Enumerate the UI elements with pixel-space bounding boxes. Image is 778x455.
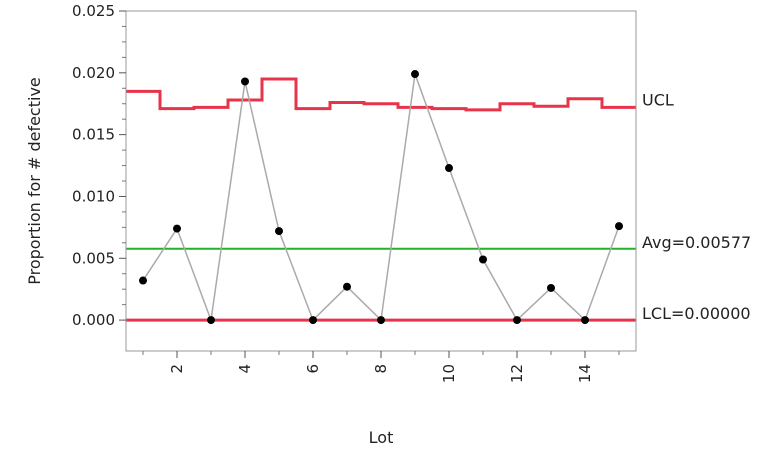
data-point bbox=[241, 77, 249, 86]
limit-labels-layer: UCL Avg=0.00577 LCL=0.00000 bbox=[642, 90, 751, 323]
data-point bbox=[343, 282, 351, 291]
average-label: Avg=0.00577 bbox=[642, 233, 751, 252]
data-point bbox=[411, 70, 419, 79]
control-limits-layer bbox=[126, 77, 636, 322]
data-point bbox=[377, 316, 385, 325]
series-layer bbox=[139, 70, 623, 325]
axes-layer: 0.000 0.005 0.010 0.015 0.020 0.025 2 4 6 8 10 12 14 bbox=[72, 2, 620, 383]
x-tick-label: 6 bbox=[304, 364, 322, 374]
ucl-label: UCL bbox=[642, 90, 674, 109]
x-tick-label: 10 bbox=[440, 364, 458, 383]
y-tick-label: 0.010 bbox=[72, 187, 115, 205]
y-tick-label: 0.000 bbox=[72, 311, 115, 329]
x-axis-title: Lot bbox=[369, 428, 394, 447]
series-line bbox=[142, 73, 620, 322]
y-axis-title: Proportion for # defective bbox=[25, 77, 44, 285]
data-point bbox=[581, 316, 589, 325]
data-point bbox=[275, 227, 283, 236]
x-tick-label: 14 bbox=[576, 364, 594, 383]
data-point bbox=[513, 316, 521, 325]
lcl-label: LCL=0.00000 bbox=[642, 304, 751, 323]
data-point bbox=[615, 222, 623, 231]
y-tick-label: 0.020 bbox=[72, 64, 115, 82]
plot-frame bbox=[125, 10, 637, 352]
x-tick-label: 4 bbox=[236, 364, 254, 374]
y-tick-label: 0.025 bbox=[72, 2, 115, 20]
data-point bbox=[547, 283, 555, 292]
y-tick-label: 0.015 bbox=[72, 126, 115, 144]
data-point bbox=[479, 255, 487, 264]
data-point bbox=[445, 164, 453, 173]
x-tick-label: 12 bbox=[508, 364, 526, 383]
data-point bbox=[139, 276, 147, 285]
data-point bbox=[309, 316, 317, 325]
y-tick-label: 0.005 bbox=[72, 249, 115, 267]
x-tick-label: 8 bbox=[372, 364, 390, 374]
data-point bbox=[207, 316, 215, 325]
data-point bbox=[173, 224, 181, 233]
ucl-line bbox=[126, 77, 636, 112]
x-tick-label: 2 bbox=[168, 364, 186, 374]
